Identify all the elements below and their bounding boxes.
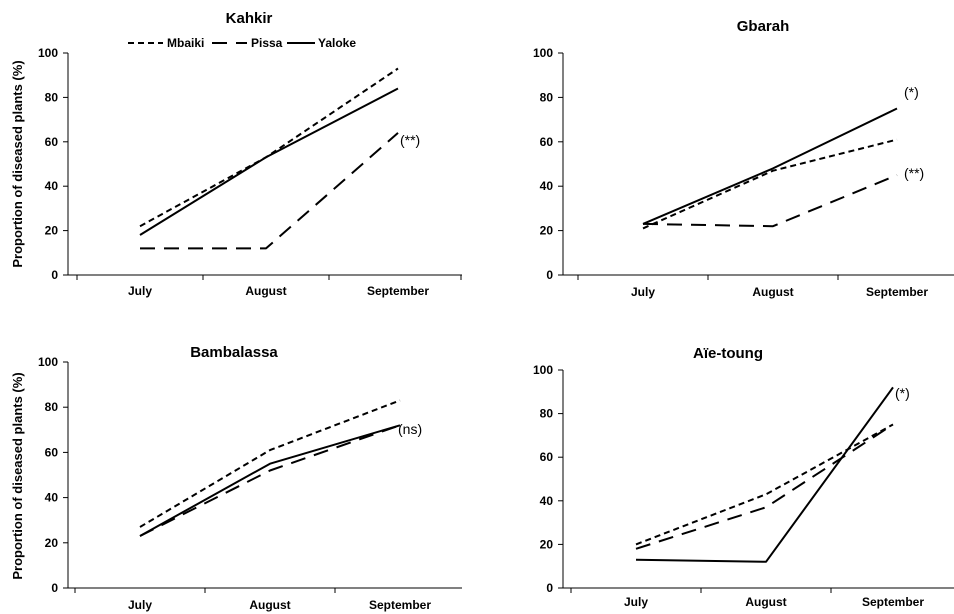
x-tick-label: August bbox=[752, 285, 793, 299]
legend-label-mbaiki: Mbaiki bbox=[167, 36, 204, 50]
x-tick-label: August bbox=[249, 598, 290, 612]
series-line-short-dash bbox=[635, 423, 894, 546]
chart-title: Aïe-toung bbox=[693, 345, 763, 362]
y-tick-label: 0 bbox=[51, 268, 58, 282]
x-tick-label: July bbox=[128, 284, 152, 298]
x-tick-label: July bbox=[624, 595, 648, 609]
y-tick-label: 40 bbox=[45, 179, 59, 193]
series-line-yaloke bbox=[139, 87, 399, 236]
legend-label-yaloke: Yaloke bbox=[318, 36, 356, 50]
chart-panel-2: Gbarah 0 20 40 60 80 100 July August September (*)… bbox=[533, 18, 954, 299]
y-axis-label: Proportion of diseased plants (%) bbox=[10, 372, 25, 579]
x-tick-label: September bbox=[862, 595, 924, 609]
significance-annotation: (**) bbox=[904, 165, 924, 181]
chart-panel-1: Kahkir 0 20 40 60 80 100 July August September Pro… bbox=[10, 10, 462, 298]
y-tick-label: 20 bbox=[540, 537, 554, 551]
y-tick-label: 0 bbox=[546, 268, 553, 282]
y-tick-label: 100 bbox=[533, 46, 553, 60]
y-tick-label: 100 bbox=[38, 46, 58, 60]
x-tick-label: September bbox=[866, 285, 928, 299]
series-line-solid bbox=[642, 107, 898, 225]
y-tick-label: 20 bbox=[45, 536, 59, 550]
series-line-solid bbox=[139, 424, 401, 537]
y-tick-label: 40 bbox=[45, 491, 59, 505]
x-tick-label: September bbox=[369, 598, 431, 612]
chart-title: Bambalassa bbox=[190, 344, 278, 361]
legend-label-pissa: Pissa bbox=[251, 36, 283, 50]
y-tick-label: 40 bbox=[540, 494, 554, 508]
significance-annotation: (*) bbox=[904, 84, 919, 100]
series-line-short-dash bbox=[139, 399, 401, 528]
significance-annotation: (ns) bbox=[398, 421, 422, 437]
x-tick-label: July bbox=[631, 285, 655, 299]
y-tick-label: 100 bbox=[533, 363, 553, 377]
chart-title: Gbarah bbox=[737, 18, 790, 35]
y-tick-label: 60 bbox=[540, 135, 554, 149]
y-tick-label: 40 bbox=[540, 179, 554, 193]
y-tick-label: 80 bbox=[540, 407, 554, 421]
y-tick-label: 0 bbox=[546, 581, 553, 595]
x-tick-label: September bbox=[367, 284, 429, 298]
series-line-long-dash bbox=[642, 174, 898, 228]
chart-panel-3: Bambalassa 0 20 40 60 80 100 July August Septembe… bbox=[10, 344, 462, 612]
series-line-solid bbox=[635, 386, 894, 563]
y-tick-label: 20 bbox=[45, 224, 59, 238]
y-tick-label: 60 bbox=[540, 450, 554, 464]
series-line-short-dash bbox=[642, 138, 898, 230]
series-line-long-dash bbox=[139, 424, 401, 537]
significance-annotation: (*) bbox=[895, 385, 910, 401]
x-tick-label: August bbox=[245, 284, 286, 298]
y-axis-label: Proportion of diseased plants (%) bbox=[10, 60, 25, 267]
x-tick-label: August bbox=[745, 595, 786, 609]
y-tick-label: 100 bbox=[38, 355, 58, 369]
chart-title: Kahkir bbox=[226, 10, 273, 27]
y-tick-label: 60 bbox=[45, 135, 59, 149]
y-tick-label: 80 bbox=[45, 90, 59, 104]
series-line-pissa bbox=[140, 132, 399, 250]
y-tick-label: 80 bbox=[540, 90, 554, 104]
significance-annotation: (**) bbox=[400, 132, 420, 148]
y-tick-label: 0 bbox=[51, 581, 58, 595]
y-tick-label: 20 bbox=[540, 224, 554, 238]
legend: Mbaiki Pissa Yaloke bbox=[128, 36, 356, 50]
x-tick-label: July bbox=[128, 598, 152, 612]
y-tick-label: 80 bbox=[45, 400, 59, 414]
series-line-mbaiki bbox=[139, 67, 399, 228]
chart-panel-4: Aïe-toung 0 20 40 60 80 100 July August September… bbox=[533, 345, 954, 609]
y-tick-label: 60 bbox=[45, 445, 59, 459]
